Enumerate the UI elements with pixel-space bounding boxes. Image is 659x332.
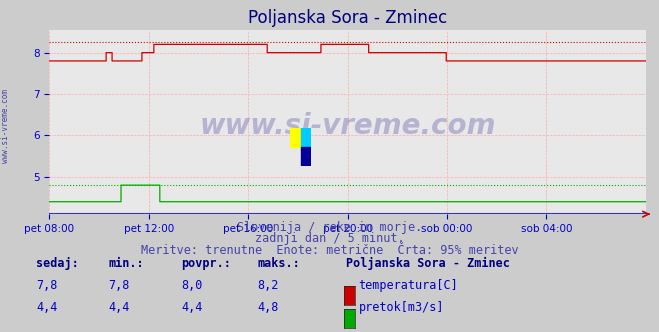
Text: 4,4: 4,4	[181, 301, 202, 314]
Text: 4,8: 4,8	[257, 301, 278, 314]
Text: 7,8: 7,8	[36, 279, 57, 292]
Text: 7,8: 7,8	[109, 279, 130, 292]
Bar	[301, 128, 311, 147]
Text: Poljanska Sora - Zminec: Poljanska Sora - Zminec	[346, 257, 510, 270]
Text: zadnji dan / 5 minut.: zadnji dan / 5 minut.	[254, 232, 405, 245]
Text: pretok[m3/s]: pretok[m3/s]	[358, 301, 444, 314]
Text: temperatura[C]: temperatura[C]	[358, 279, 458, 292]
Text: sedaj:: sedaj:	[36, 257, 79, 270]
Text: 8,2: 8,2	[257, 279, 278, 292]
Text: 8,0: 8,0	[181, 279, 202, 292]
Text: 4,4: 4,4	[109, 301, 130, 314]
Text: povpr.:: povpr.:	[181, 257, 231, 270]
Bar	[301, 147, 311, 166]
Title: Poljanska Sora - Zminec: Poljanska Sora - Zminec	[248, 9, 447, 27]
Text: Meritve: trenutne  Enote: metrične  Črta: 95% meritev: Meritve: trenutne Enote: metrične Črta: …	[140, 244, 519, 257]
Text: www.si-vreme.com: www.si-vreme.com	[1, 89, 10, 163]
Text: www.si-vreme.com: www.si-vreme.com	[200, 112, 496, 140]
Text: min.:: min.:	[109, 257, 144, 270]
Text: maks.:: maks.:	[257, 257, 300, 270]
Bar	[290, 128, 301, 147]
Text: 4,4: 4,4	[36, 301, 57, 314]
Text: Slovenija / reke in morje.: Slovenija / reke in morje.	[237, 221, 422, 234]
